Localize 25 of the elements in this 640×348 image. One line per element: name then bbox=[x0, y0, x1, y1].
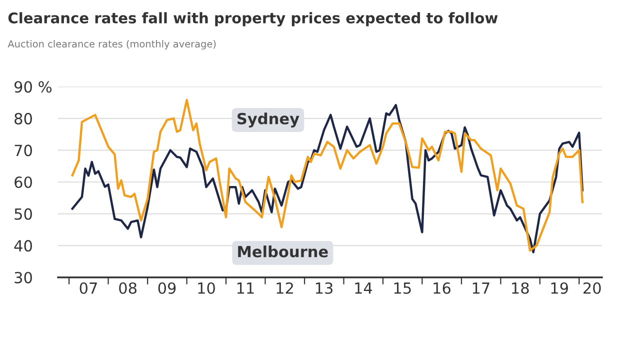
x-tick-label: 11 bbox=[237, 282, 254, 294]
x-tick-label: 13 bbox=[316, 282, 332, 294]
x-tick-label: 19 bbox=[551, 282, 568, 294]
x-tick-label: 15 bbox=[394, 282, 411, 294]
x-tick-label: 12 bbox=[276, 282, 293, 294]
chart-subtitle: Auction clearance rates (monthly average) bbox=[8, 40, 216, 50]
y-tick-label: 30 bbox=[14, 272, 32, 284]
annotation: Melbourne bbox=[238, 246, 328, 258]
x-tick-label: 18 bbox=[512, 282, 529, 294]
x-tick-label: 16 bbox=[434, 282, 450, 294]
x-tick-label: 10 bbox=[198, 282, 215, 294]
y-tick-label: 70 bbox=[14, 144, 32, 156]
x-tick-label: 07 bbox=[80, 282, 97, 294]
y-tick-label: 80 bbox=[14, 112, 32, 124]
x-tick-label: 20 bbox=[584, 282, 601, 294]
x-tick-label: 17 bbox=[472, 282, 490, 294]
x-tick-label: 09 bbox=[158, 282, 176, 294]
y-tick-label: 60 bbox=[14, 176, 32, 188]
y-tick-label: 90 % bbox=[14, 81, 52, 93]
x-tick-label: 08 bbox=[119, 282, 136, 294]
y-tick-label: 40 bbox=[14, 240, 32, 252]
y-tick-label: 50 bbox=[14, 208, 32, 220]
x-tick-label: 14 bbox=[355, 282, 372, 294]
chart-title: Clearance rates fall with property prices expected to follow bbox=[8, 12, 498, 26]
annotation: Sydney bbox=[238, 112, 300, 128]
